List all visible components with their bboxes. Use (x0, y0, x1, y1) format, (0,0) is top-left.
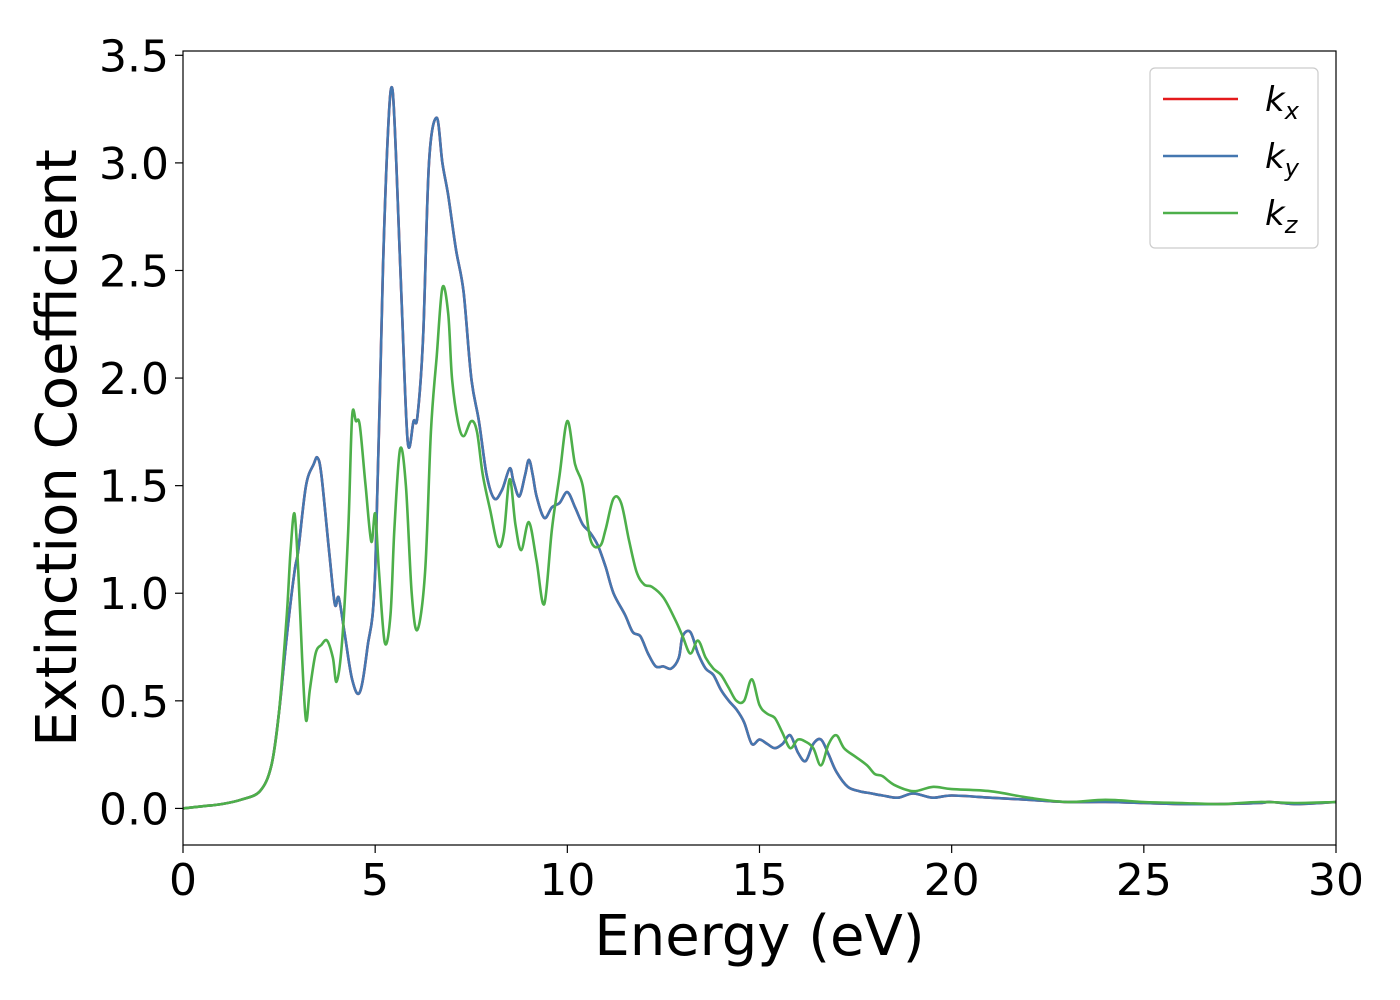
y-tick-label: 3.0 (99, 139, 169, 190)
y-tick-label: 0.5 (99, 677, 169, 728)
legend-label-subscript: z (1284, 211, 1299, 239)
legend-label-base: k (1265, 137, 1286, 177)
legend-label-subscript: y (1284, 154, 1300, 182)
y-tick-label: 1.0 (99, 569, 169, 620)
x-tick-label: 30 (1308, 855, 1364, 906)
x-tick-label: 10 (539, 855, 595, 906)
x-axis-title: Energy (eV) (594, 904, 924, 969)
legend-label-subscript: x (1284, 97, 1300, 125)
x-tick-label: 5 (361, 855, 389, 906)
legend-label-kz: kz (1265, 194, 1299, 239)
series-line-kz (182, 284, 1337, 810)
y-tick-label: 2.5 (99, 246, 169, 297)
legend-label-base: k (1265, 194, 1286, 234)
x-tick-label: 0 (169, 855, 197, 906)
x-tick-label: 15 (732, 855, 788, 906)
series-layer (182, 85, 1337, 810)
legend-box (1149, 67, 1319, 249)
y-axis-title: Extinction Coefficient (25, 149, 90, 747)
y-tick-label: 0.0 (99, 784, 169, 835)
legend-label-ky: ky (1265, 137, 1300, 182)
y-tick-label: 2.0 (99, 354, 169, 405)
x-axis-ticks: 0 5 10 15 20 25 30 (169, 845, 1364, 906)
x-tick-label: 25 (1116, 855, 1172, 906)
legend-label-base: k (1265, 80, 1286, 120)
y-axis-ticks: 0.0 0.5 1.0 1.5 2.0 2.5 3.0 3.5 (99, 31, 183, 835)
series-line-ky (182, 85, 1337, 810)
legend-label-kx: kx (1265, 80, 1300, 125)
x-tick-label: 20 (924, 855, 980, 906)
y-tick-label: 3.5 (99, 31, 169, 82)
y-tick-label: 1.5 (99, 462, 169, 513)
